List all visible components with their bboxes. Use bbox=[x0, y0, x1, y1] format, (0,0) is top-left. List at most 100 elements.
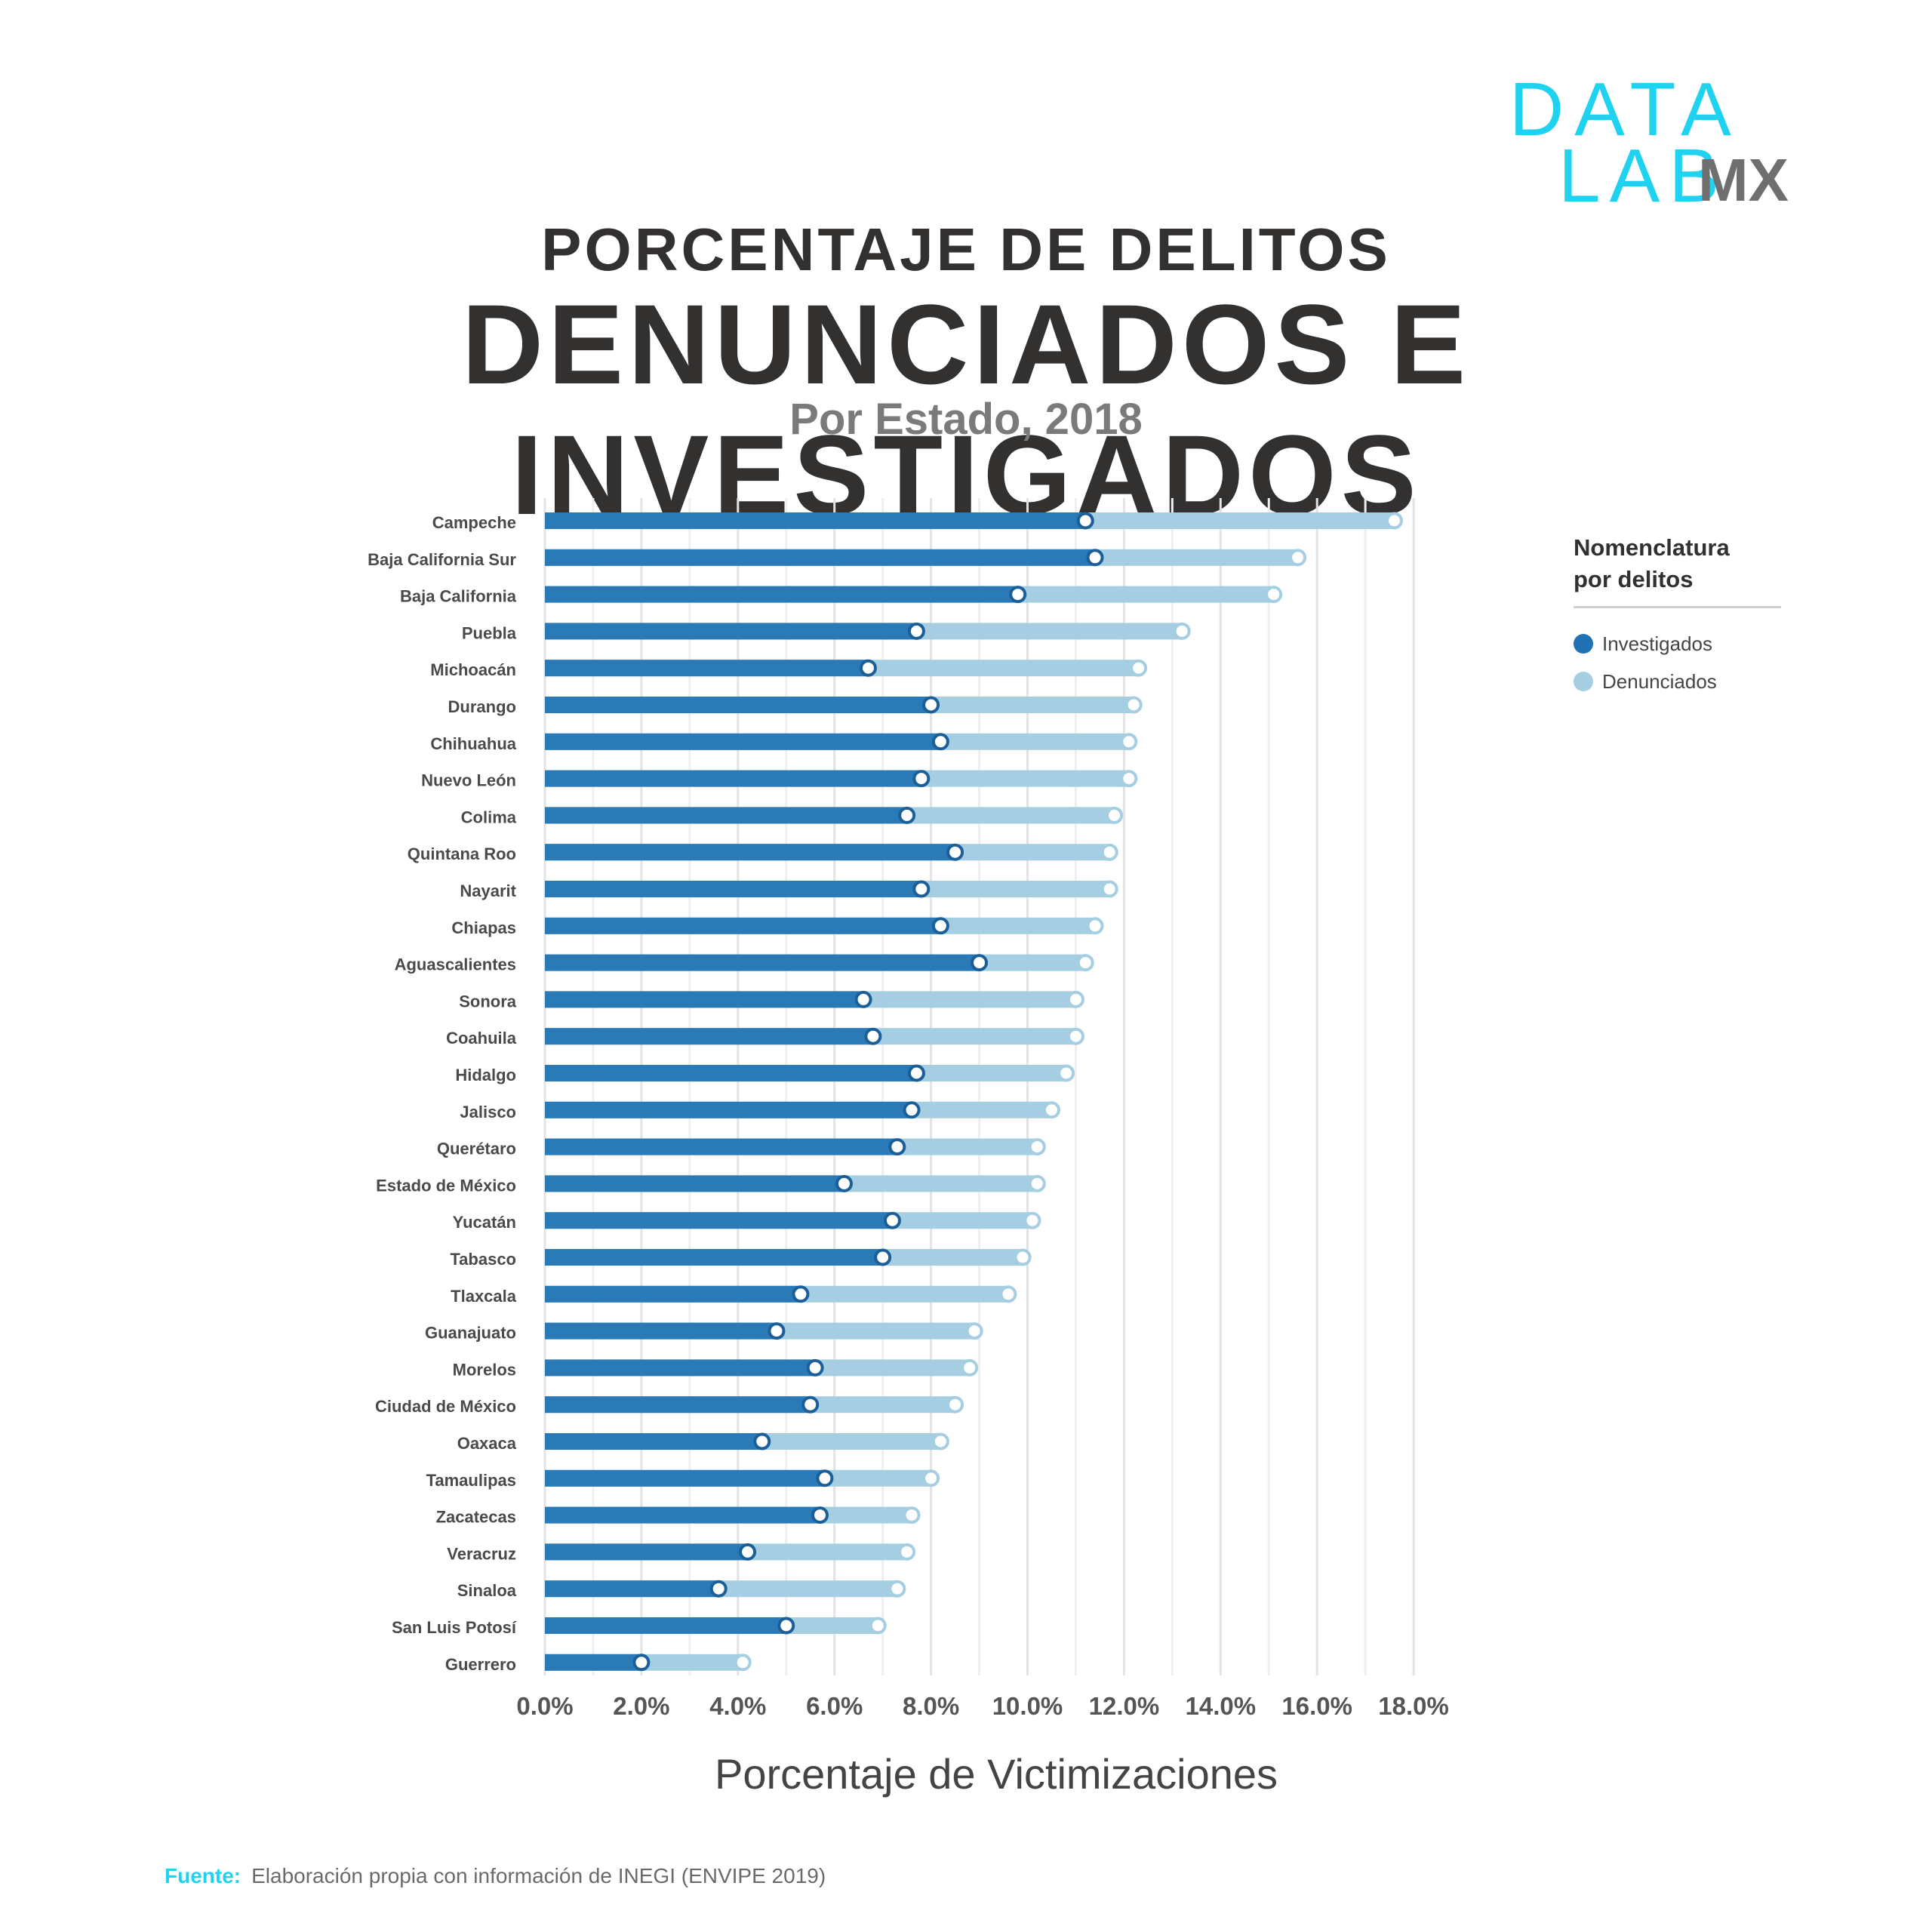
x-tick-label: 2.0% bbox=[613, 1692, 669, 1720]
category-label: Yucatán bbox=[453, 1213, 516, 1232]
point-investigados bbox=[632, 1654, 651, 1672]
point-investigados bbox=[709, 1580, 728, 1598]
bar-investigados bbox=[545, 807, 907, 824]
bar-investigados bbox=[545, 660, 869, 677]
point-investigados bbox=[864, 1027, 882, 1045]
point-denunciados bbox=[1066, 1027, 1084, 1045]
category-label: Coahuila bbox=[446, 1029, 517, 1048]
point-denunciados bbox=[1106, 806, 1124, 824]
point-investigados bbox=[806, 1358, 824, 1377]
legend-label-denunciados: Denunciados bbox=[1602, 669, 1717, 693]
x-tick-label: 12.0% bbox=[1089, 1692, 1160, 1720]
source-label: Fuente: bbox=[165, 1864, 242, 1887]
point-denunciados bbox=[1120, 733, 1138, 751]
bar-investigados bbox=[545, 1065, 917, 1081]
category-label: Guerrero bbox=[445, 1655, 516, 1674]
point-denunciados bbox=[888, 1580, 906, 1598]
point-investigados bbox=[739, 1543, 757, 1561]
point-investigados bbox=[792, 1285, 810, 1303]
chart-title-line1: PORCENTAJE DE DELITOS bbox=[541, 216, 1391, 283]
point-investigados bbox=[971, 954, 989, 972]
point-denunciados bbox=[1023, 1211, 1041, 1229]
point-investigados bbox=[1076, 512, 1094, 530]
legend: Nomenclatura por delitos Investigados De… bbox=[1574, 532, 1781, 700]
category-label: Durango bbox=[448, 697, 516, 716]
bar-investigados bbox=[545, 881, 921, 897]
point-denunciados bbox=[1042, 1101, 1060, 1119]
category-label: Jalisco bbox=[460, 1103, 516, 1121]
bar-investigados bbox=[545, 1101, 912, 1118]
point-denunciados bbox=[869, 1617, 887, 1635]
point-denunciados bbox=[1076, 954, 1094, 972]
legend-swatch-investigados bbox=[1574, 634, 1593, 654]
point-denunciados bbox=[1014, 1248, 1032, 1266]
category-label: Guanajuato bbox=[425, 1324, 516, 1343]
bar-investigados bbox=[545, 1543, 748, 1561]
category-label: Sonora bbox=[459, 992, 517, 1011]
logo-line-lab: LAB bbox=[1558, 134, 1729, 218]
category-label: Quintana Roo bbox=[408, 844, 516, 863]
bar-investigados bbox=[545, 954, 980, 971]
legend-title-line1: Nomenclatura bbox=[1574, 534, 1730, 561]
point-denunciados bbox=[1289, 549, 1307, 567]
bar-investigados bbox=[545, 1506, 820, 1524]
point-denunciados bbox=[1028, 1138, 1046, 1156]
point-denunciados bbox=[1057, 1064, 1075, 1082]
bar-investigados bbox=[545, 697, 931, 713]
bar-investigados bbox=[545, 586, 1018, 603]
x-tick-label: 10.0% bbox=[992, 1692, 1063, 1720]
point-denunciados bbox=[1120, 770, 1138, 788]
bar-investigados bbox=[545, 1433, 762, 1450]
category-label: Michoacán bbox=[430, 660, 516, 679]
x-axis-title: Porcentaje de Victimizaciones bbox=[715, 1750, 1278, 1798]
point-investigados bbox=[835, 1174, 853, 1192]
point-denunciados bbox=[1100, 843, 1118, 861]
point-denunciados bbox=[946, 1395, 964, 1414]
bar-investigados bbox=[545, 1285, 801, 1303]
point-investigados bbox=[898, 806, 916, 824]
logo-line-mx: MX bbox=[1698, 146, 1789, 214]
point-investigados bbox=[907, 622, 925, 640]
point-investigados bbox=[753, 1432, 771, 1451]
x-tick-label: 14.0% bbox=[1186, 1692, 1257, 1720]
point-denunciados bbox=[903, 1506, 921, 1524]
point-investigados bbox=[1086, 549, 1104, 567]
bar-investigados bbox=[545, 1654, 641, 1671]
point-denunciados bbox=[734, 1654, 752, 1672]
legend-divider bbox=[1574, 606, 1781, 608]
category-label: Sinaloa bbox=[457, 1581, 517, 1600]
legend-item-investigados: Investigados bbox=[1574, 625, 1781, 663]
bar-investigados bbox=[545, 1175, 844, 1192]
category-label: Tlaxcala bbox=[451, 1287, 517, 1306]
bar-investigados bbox=[545, 549, 1096, 566]
legend-title-line2: por delitos bbox=[1574, 566, 1694, 592]
chart-title-line2: DENUNCIADOS E INVESTIGADOS bbox=[461, 281, 1471, 538]
source-text: Elaboración propia con información de IN… bbox=[251, 1864, 826, 1887]
point-investigados bbox=[912, 770, 931, 788]
point-investigados bbox=[907, 1064, 925, 1082]
x-tick-label: 4.0% bbox=[709, 1692, 766, 1720]
category-label: Querétaro bbox=[437, 1140, 516, 1158]
point-investigados bbox=[888, 1138, 906, 1156]
chart-subtitle: Por Estado, 2018 bbox=[789, 395, 1143, 444]
bar-investigados bbox=[545, 1212, 893, 1229]
point-investigados bbox=[768, 1322, 786, 1340]
x-tick-label: 0.0% bbox=[516, 1692, 573, 1720]
category-label: Puebla bbox=[462, 623, 517, 642]
point-investigados bbox=[874, 1248, 892, 1266]
point-denunciados bbox=[1066, 990, 1084, 1008]
category-label: Oaxaca bbox=[457, 1434, 517, 1453]
point-investigados bbox=[1009, 586, 1027, 604]
point-investigados bbox=[946, 843, 964, 861]
point-denunciados bbox=[1086, 917, 1104, 935]
category-label: Hidalgo bbox=[455, 1066, 516, 1084]
source-note: Fuente: Elaboración propia con informació… bbox=[165, 1864, 826, 1888]
point-denunciados bbox=[1386, 512, 1404, 530]
point-denunciados bbox=[999, 1285, 1017, 1303]
point-investigados bbox=[859, 659, 877, 677]
category-label: Baja California Sur bbox=[368, 550, 516, 569]
bar-investigados bbox=[545, 1359, 816, 1377]
category-label: Colima bbox=[461, 808, 517, 826]
bar-investigados bbox=[545, 1469, 825, 1487]
